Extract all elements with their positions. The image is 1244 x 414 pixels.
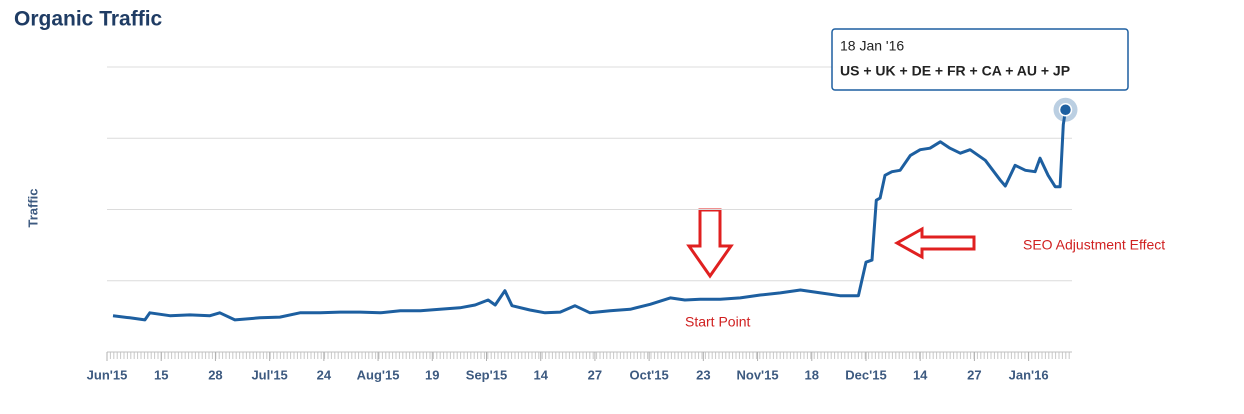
x-tick-label: Jul'15 (251, 367, 287, 382)
annotation: SEO Adjustment Effect (1023, 237, 1165, 253)
left-arrow (893, 226, 976, 260)
tooltip-date: 18 Jan '16 (840, 38, 904, 54)
annotation: Start Point (685, 314, 750, 330)
x-tick-label: Aug'15 (357, 367, 400, 382)
line-series (112, 109, 1067, 322)
x-tick-label: 27 (588, 367, 602, 382)
hover-point (1058, 103, 1073, 117)
tooltip: 18 Jan '16 US + UK + DE + FR + CA + AU + … (831, 28, 1129, 91)
x-tick-label: Nov'15 (736, 367, 778, 382)
y-axis-label: Traffic (25, 188, 40, 227)
x-tick-label: 15 (154, 367, 168, 382)
x-tick-label: 28 (208, 367, 222, 382)
x-tick-label: 23 (696, 367, 710, 382)
legend-entry: US + UK + DE + FR + CA + AU + JP (840, 63, 1070, 79)
x-tick-label: 14 (913, 367, 928, 382)
x-tick-label: 14 (533, 367, 548, 382)
tooltip-box (831, 28, 1129, 91)
x-tick-label: Jan'16 (1009, 367, 1049, 382)
x-tick-label: 24 (317, 367, 332, 382)
chart-title: Organic Traffic (14, 8, 163, 31)
x-tick-label: Jun'15 (87, 367, 128, 382)
x-tick-label: Dec'15 (845, 367, 886, 382)
x-tick-label: 18 (805, 367, 819, 382)
x-tick-label: 19 (425, 367, 439, 382)
x-tick-label: Sep'15 (466, 367, 507, 382)
down-arrow (686, 208, 734, 279)
x-tick-label: 27 (967, 367, 981, 382)
x-tick-label: Oct'15 (630, 367, 669, 382)
